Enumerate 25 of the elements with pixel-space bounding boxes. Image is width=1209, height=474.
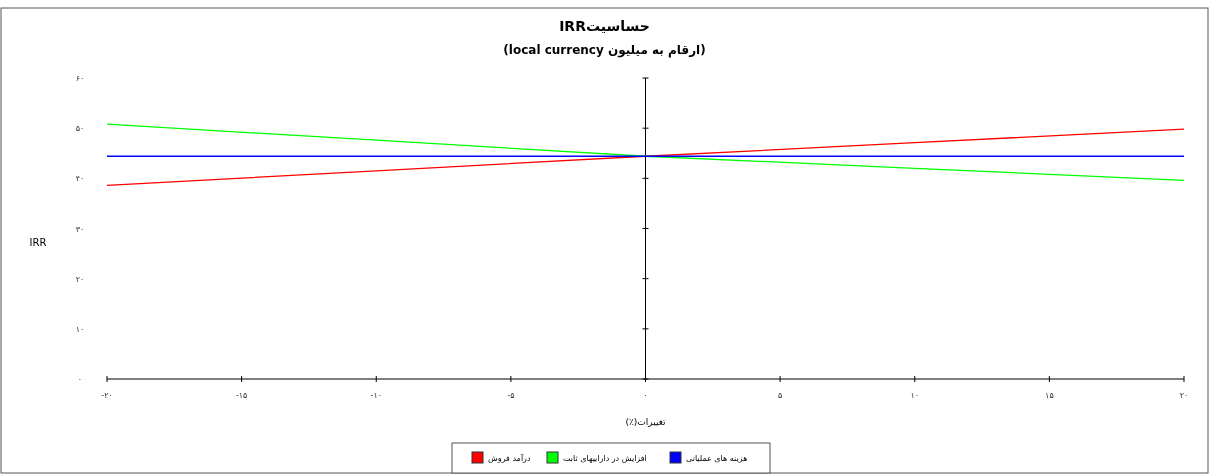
x-tick-label: ۵ bbox=[777, 391, 783, 400]
x-tick-label: -۲۰ bbox=[101, 391, 113, 400]
x-axis-title: تغییرات(٪) bbox=[625, 417, 667, 427]
chart-title: حساسیتIRR bbox=[559, 18, 650, 34]
x-tick-label: -۵ bbox=[507, 391, 515, 400]
line-series bbox=[106, 128, 1185, 187]
legend-label: درآمد فروش bbox=[488, 453, 531, 463]
y-axis-title: IRR bbox=[29, 237, 47, 248]
y-tick-label: ۶۰ bbox=[75, 74, 85, 83]
x-tick-label: -۱۰ bbox=[370, 391, 382, 400]
x-tick-label: ۰ bbox=[643, 391, 648, 400]
x-tick-label: -۱۵ bbox=[235, 391, 248, 400]
legend-label: افزایش در داراییهای ثابت bbox=[563, 454, 647, 463]
x-tick-label: ۱۵ bbox=[1045, 391, 1054, 400]
y-tick-label: ۰ bbox=[77, 375, 83, 384]
chart-subtitle: (ارقام به میلیون local currency) bbox=[503, 43, 706, 58]
line-series bbox=[106, 123, 1185, 181]
x-tick-label: ۱۰ bbox=[910, 391, 920, 400]
x-tick-label: ۲۰ bbox=[1179, 391, 1189, 400]
y-tick-label: ۱۰ bbox=[75, 324, 85, 334]
y-tick-label: ۲۰ bbox=[75, 274, 85, 284]
y-tick-label: ۴۰ bbox=[75, 174, 85, 184]
legend-label: هزینه های عملیاتی bbox=[686, 454, 748, 463]
y-tick-label: ۵۰ bbox=[75, 124, 85, 134]
y-tick-label: ۳۰ bbox=[75, 224, 85, 234]
